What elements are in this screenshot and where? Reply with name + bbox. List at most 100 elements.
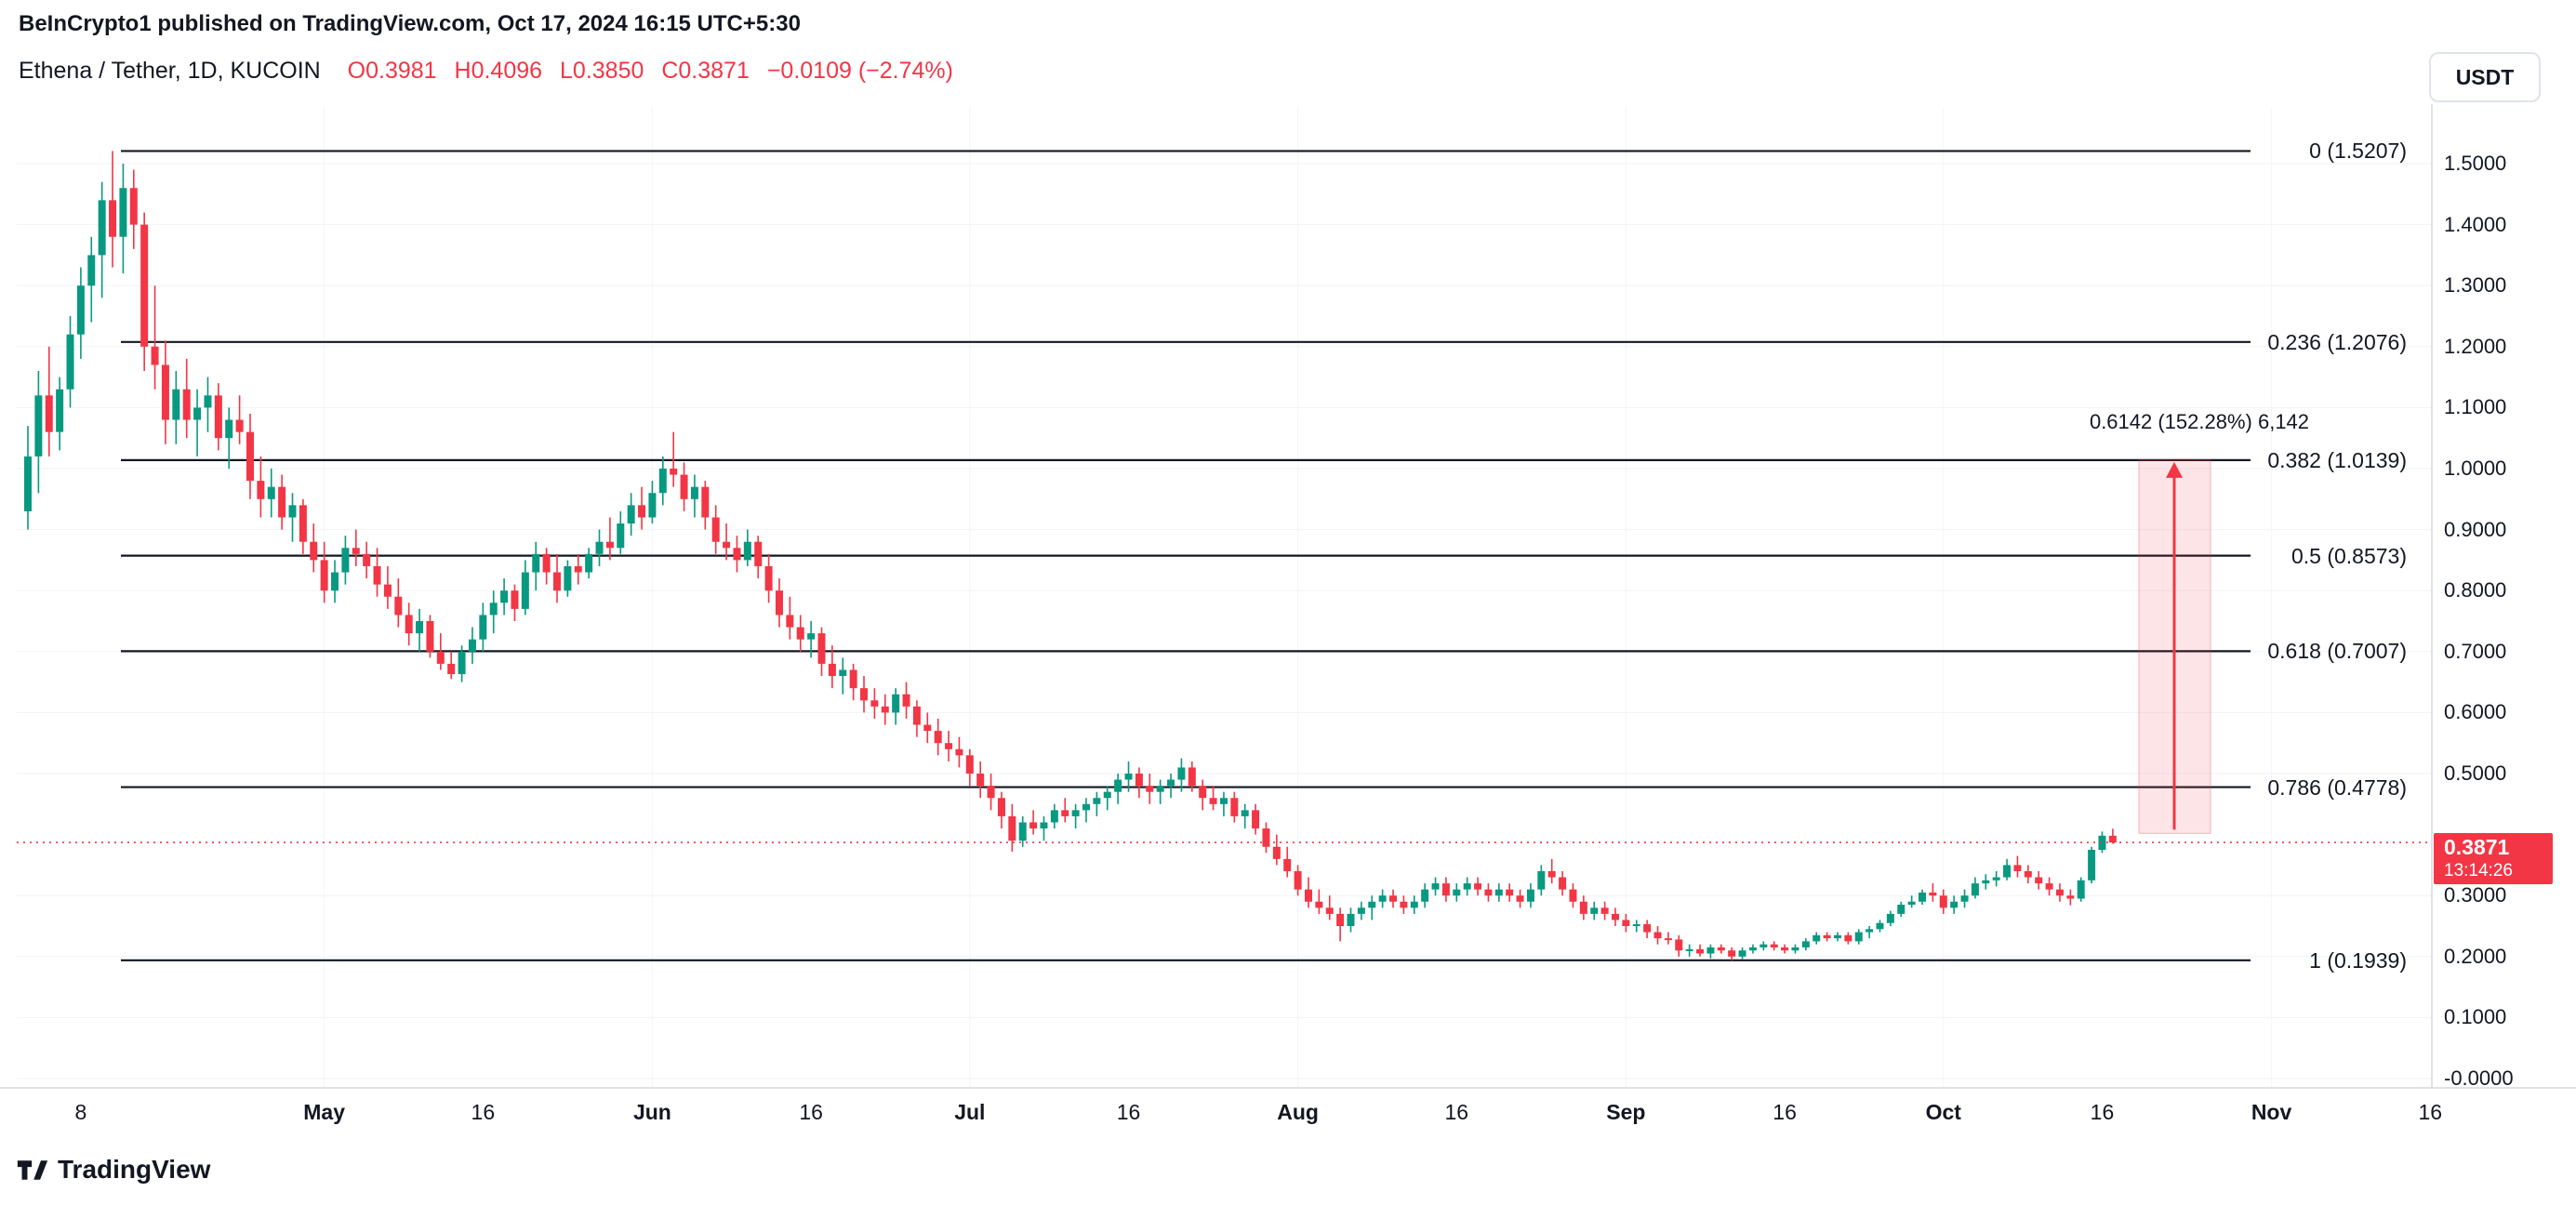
candle-body[interactable] [605,541,614,549]
candle-body[interactable] [553,572,561,591]
candle-body[interactable] [299,505,307,542]
candle-body[interactable] [1929,892,1937,896]
candle-body[interactable] [76,285,85,335]
candle-body[interactable] [860,688,869,701]
candle-body[interactable] [648,493,657,518]
candle-body[interactable] [1474,883,1482,890]
candle-body[interactable] [870,700,879,707]
candle-body[interactable] [172,389,180,420]
candle-body[interactable] [1653,932,1662,939]
candle-body[interactable] [278,486,286,518]
candle-body[interactable] [1559,877,1567,890]
candle-body[interactable] [109,200,117,237]
candle-body[interactable] [1643,924,1652,933]
candle-body[interactable] [955,748,963,756]
candle-body[interactable] [786,615,794,628]
candle-body[interactable] [1622,920,1630,926]
candle-body[interactable] [45,395,53,432]
candle-body[interactable] [204,395,212,408]
candle-body[interactable] [87,255,96,286]
candle-body[interactable] [711,517,720,542]
candle-body[interactable] [839,669,847,677]
candle-body[interactable] [1812,934,1821,942]
candle-body[interactable] [764,565,773,591]
candle-body[interactable] [310,541,318,561]
candle-body[interactable] [1919,892,1927,902]
candle-body[interactable] [352,548,360,554]
candle-body[interactable] [1252,810,1260,829]
candle-body[interactable] [1537,870,1546,890]
candle-body[interactable] [997,798,1005,816]
candle-body[interactable] [225,419,233,439]
candle-body[interactable] [733,548,741,561]
candle-body[interactable] [2035,877,2043,884]
candle-body[interactable] [1315,901,1323,908]
candle-body[interactable] [1008,815,1016,841]
candle-body[interactable] [1410,901,1418,908]
candle-body[interactable] [1368,901,1376,908]
candle-body[interactable] [1325,907,1334,914]
candle-body[interactable] [1071,810,1080,816]
candle-body[interactable] [1294,870,1302,890]
candle-body[interactable] [1590,907,1599,914]
candle-body[interactable] [394,596,403,616]
candle-body[interactable] [965,755,974,774]
candle-body[interactable] [1283,858,1292,871]
candle-body[interactable] [923,724,932,732]
candle-body[interactable] [1050,810,1058,823]
candle-body[interactable] [532,553,540,573]
candle-body[interactable] [1781,947,1789,951]
candle-body[interactable] [1061,810,1069,816]
candle-body[interactable] [235,419,244,432]
candle-body[interactable] [1612,913,1619,920]
candle-body[interactable] [902,694,910,707]
candle-body[interactable] [479,615,487,640]
candle-body[interactable] [267,486,275,499]
candle-body[interactable] [987,786,995,799]
candle-body[interactable] [2024,870,2032,878]
candle-body[interactable] [1124,774,1133,780]
candle-body[interactable] [1421,889,1429,902]
candle-body[interactable] [1600,907,1609,914]
candle-body[interactable] [1632,924,1640,927]
candle-body[interactable] [1347,913,1355,926]
candle-body[interactable] [1103,791,1111,799]
candle-body[interactable] [542,553,551,573]
candle-body[interactable] [521,572,529,609]
candle-body[interactable] [1304,889,1312,902]
candle-body[interactable] [1579,901,1587,914]
candle-body[interactable] [1040,822,1048,829]
candle-body[interactable] [690,486,698,499]
candle-body[interactable] [1876,922,1884,930]
candle-body[interactable] [66,334,74,390]
candle-body[interactable] [140,224,149,347]
candle-body[interactable] [214,395,222,439]
candle-body[interactable] [447,663,456,675]
candle-body[interactable] [1854,932,1863,942]
candle-body[interactable] [416,621,424,634]
candle-body[interactable] [1082,803,1090,811]
candle-body[interactable] [1675,939,1683,951]
candle-body[interactable] [1728,950,1736,957]
candle-body[interactable] [1453,889,1461,896]
candle-body[interactable] [500,590,509,603]
candle-body[interactable] [1018,822,1027,841]
candle-body[interactable] [892,694,900,713]
candle-body[interactable] [1844,934,1852,942]
candle-body[interactable] [934,731,942,744]
candle-body[interactable] [1262,828,1270,847]
candle-body[interactable] [807,633,816,640]
candle-body[interactable] [1093,798,1101,804]
candle-body[interactable] [1971,883,1979,896]
candle-body[interactable] [1188,767,1196,787]
candle-body[interactable] [1272,846,1281,859]
candle-body[interactable] [182,389,191,420]
candle-body[interactable] [1378,895,1387,902]
candle-body[interactable] [468,639,476,652]
candle-body[interactable] [511,590,519,609]
candle-body[interactable] [1209,798,1217,804]
candle-body[interactable] [1886,913,1894,923]
candle-body[interactable] [331,572,339,591]
candle-body[interactable] [1992,877,2000,881]
